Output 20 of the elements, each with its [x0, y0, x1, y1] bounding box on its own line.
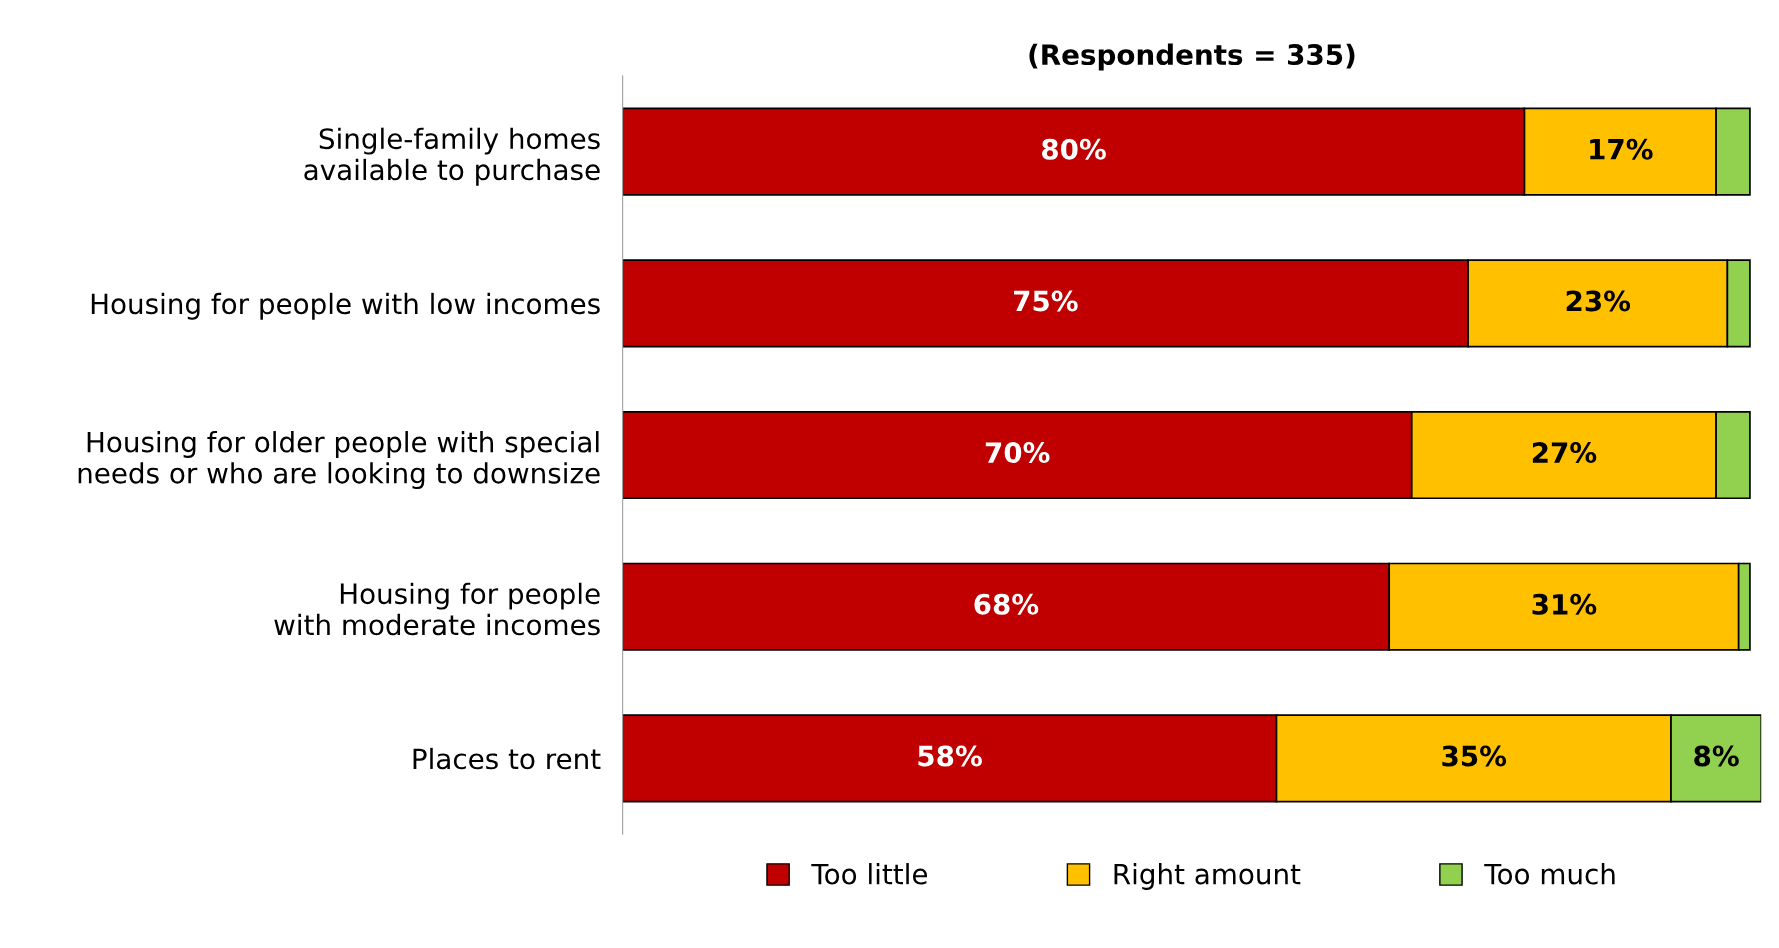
- data-label: 70%: [985, 442, 1050, 464]
- data-label: 80%: [1042, 138, 1106, 160]
- chart-title: (Respondents = 335): [1029, 43, 1355, 71]
- y-tick-label: Housing for people with moderate incomes: [274, 582, 600, 636]
- data-label: 17%: [1590, 138, 1653, 160]
- legend-label: Right amount: [1114, 863, 1301, 890]
- y-tick-label: Housing for older people with special needs or who are looking to downsize: [78, 431, 600, 490]
- data-label: 35%: [1442, 745, 1507, 767]
- y-tick-label: Places to rent: [413, 747, 601, 770]
- data-label: 68%: [974, 593, 1039, 615]
- y-tick-label: Housing for people with low incomes: [91, 292, 600, 320]
- data-label: 31%: [1532, 593, 1597, 615]
- legend-label: Too much: [1484, 863, 1615, 885]
- y-tick-label: Single-family homes available to purchase: [304, 127, 600, 186]
- data-label: 23%: [1566, 290, 1631, 312]
- data-label: 75%: [1014, 290, 1078, 312]
- data-label: 8%: [1694, 745, 1739, 767]
- legend-label: Too little: [811, 863, 928, 885]
- data-label: 58%: [918, 745, 982, 767]
- data-label: 27%: [1532, 442, 1597, 464]
